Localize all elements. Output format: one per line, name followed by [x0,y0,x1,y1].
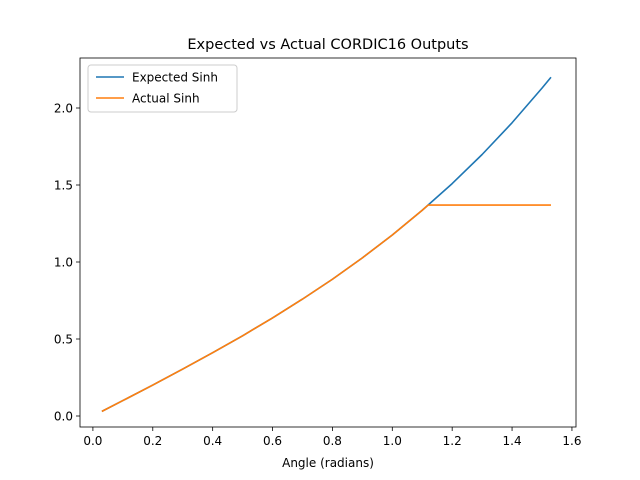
y-tick-label: 1.5 [54,179,73,193]
x-tick-label: 1.4 [503,434,522,448]
x-axis-label: Angle (radians) [282,456,374,470]
series-line-actual-sinh [101,204,551,413]
y-tick-label: 0.5 [54,333,73,347]
x-tick-label: 0.2 [143,434,162,448]
legend: Expected Sinh Actual Sinh [87,64,238,113]
axes-frame [79,57,577,428]
legend-box [87,64,238,113]
x-tick-label: 1.0 [383,434,402,448]
y-tick-label: 1.0 [54,256,73,270]
series-lines [101,76,552,413]
chart-title: Expected vs Actual CORDIC16 Outputs [187,37,468,53]
x-tick-label: 0.6 [263,434,282,448]
x-tick-label: 1.6 [562,434,581,448]
y-tick-label: 2.0 [54,102,73,116]
x-axis-ticks: 0.0 0.2 0.4 0.6 0.8 1.0 1.2 1.4 1.6 [83,427,581,448]
y-tick-label: 0.0 [54,410,73,424]
x-tick-label: 0.4 [203,434,222,448]
x-tick-label: 1.2 [443,434,462,448]
x-tick-label: 0.0 [83,434,102,448]
legend-label: Expected Sinh [132,71,218,85]
x-tick-label: 0.8 [323,434,342,448]
legend-label: Actual Sinh [132,92,200,106]
y-axis-ticks: 0.0 0.5 1.0 1.5 2.0 [54,102,80,424]
